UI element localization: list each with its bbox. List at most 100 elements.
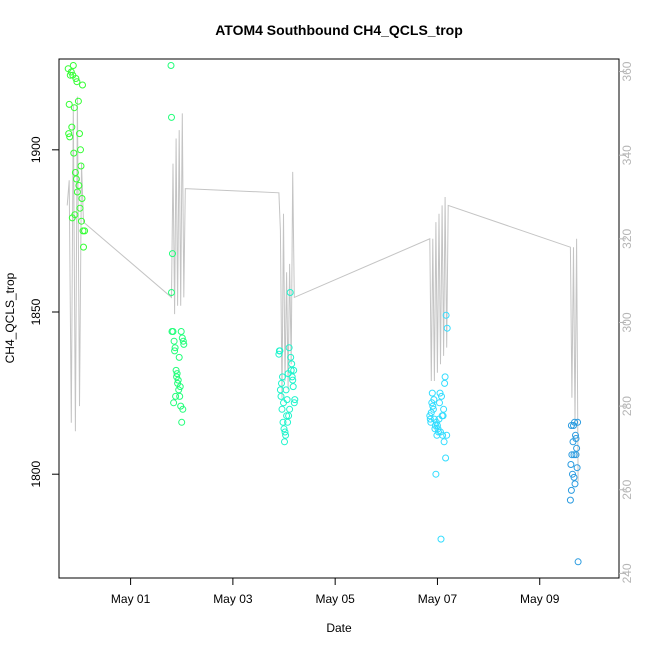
data-point-flight-3 <box>288 373 296 381</box>
data-point-flight-1 <box>76 204 84 212</box>
data-point-flight-1 <box>78 195 86 202</box>
data-point-flight-1 <box>79 81 86 89</box>
data-point-flight-2 <box>168 113 175 121</box>
data-point-flight-3 <box>284 418 292 426</box>
right-tick-label: 360 <box>620 61 634 81</box>
data-point-flight-3 <box>280 425 288 433</box>
data-point-flight-1 <box>72 175 80 183</box>
data-point-flight-5 <box>570 473 578 481</box>
data-point-flight-1 <box>76 130 83 138</box>
y-tick-label: 1900 <box>29 136 43 163</box>
data-point-flight-3 <box>281 428 289 436</box>
data-point-flight-3 <box>275 347 283 355</box>
data-point-flight-3 <box>282 431 290 439</box>
data-point-flight-5 <box>574 418 582 426</box>
data-point-flight-5 <box>567 422 575 429</box>
data-point-flight-3 <box>275 350 283 358</box>
data-point-flight-1 <box>66 71 74 79</box>
data-point-flight-1 <box>65 130 73 138</box>
data-point-flight-5 <box>569 470 576 478</box>
data-point-flight-5 <box>570 451 578 459</box>
data-point-flight-3 <box>279 418 287 426</box>
right-tick-label: 300 <box>620 312 634 332</box>
plot-frame <box>58 58 620 579</box>
data-point-flight-5 <box>567 486 575 494</box>
data-point-flight-5 <box>572 431 579 439</box>
data-point-flight-3 <box>289 383 297 391</box>
data-point-flight-4 <box>437 428 444 436</box>
data-point-flight-4 <box>427 409 435 417</box>
data-point-flight-4 <box>441 379 449 387</box>
data-point-flight-1 <box>73 78 81 86</box>
data-point-flight-2 <box>178 418 186 426</box>
data-point-flight-2 <box>175 386 183 394</box>
right-tick-label: 320 <box>620 228 634 248</box>
data-point-flight-1 <box>77 162 85 170</box>
data-point-flight-1 <box>69 62 77 69</box>
x-axis-label: Date <box>326 621 352 635</box>
y-tick-label: 1800 <box>29 461 43 488</box>
data-point-flight-2 <box>175 353 183 361</box>
data-point-flight-2 <box>174 376 182 384</box>
data-point-flight-4 <box>439 412 447 420</box>
data-point-flight-4 <box>428 389 436 397</box>
data-point-flight-4 <box>426 412 434 420</box>
data-point-flight-5 <box>573 444 581 452</box>
data-point-flight-3 <box>285 344 293 352</box>
data-point-flight-5 <box>566 496 574 504</box>
data-point-flight-3 <box>288 360 296 368</box>
data-point-flight-1 <box>67 68 75 76</box>
data-point-flight-2 <box>177 328 185 335</box>
data-point-flight-2 <box>178 334 186 342</box>
data-point-flight-5 <box>568 451 576 459</box>
x-tick-label: May 01 <box>111 592 151 606</box>
data-point-flight-1 <box>78 217 85 225</box>
data-point-flight-4 <box>430 396 438 404</box>
data-point-flight-2 <box>179 337 187 345</box>
right-tick-label: 280 <box>620 396 634 416</box>
data-point-flight-1 <box>70 104 78 112</box>
data-point-flight-2 <box>171 347 179 355</box>
data-point-flight-1 <box>66 133 74 141</box>
data-point-flight-1 <box>72 75 80 82</box>
data-point-flight-2 <box>172 366 180 374</box>
data-point-flight-1 <box>81 227 89 235</box>
data-point-flight-4 <box>436 389 444 397</box>
data-point-flight-5 <box>567 461 575 468</box>
data-point-flight-1 <box>65 100 73 108</box>
data-point-flight-3 <box>281 438 288 446</box>
data-point-flight-4 <box>442 454 450 462</box>
data-point-flight-3 <box>290 399 298 407</box>
data-point-flight-2 <box>168 289 175 296</box>
data-point-flight-3 <box>283 412 291 420</box>
data-point-flight-3 <box>286 405 294 413</box>
data-point-flight-4 <box>432 470 440 478</box>
trace-line <box>66 96 579 482</box>
data-point-flight-5 <box>571 480 579 488</box>
right-tick-label: 260 <box>620 479 634 499</box>
data-point-flight-3 <box>278 405 286 413</box>
data-point-flight-3 <box>279 373 286 381</box>
data-point-flight-1 <box>71 169 79 176</box>
x-tick-label: May 03 <box>213 592 253 606</box>
data-point-flight-1 <box>75 182 83 189</box>
right-tick-label: 340 <box>620 145 634 165</box>
data-point-flight-2 <box>176 392 184 400</box>
data-point-flight-4 <box>429 402 437 410</box>
data-point-flight-4 <box>442 311 450 319</box>
data-point-flight-3 <box>287 353 295 361</box>
data-point-flight-3 <box>283 396 291 404</box>
data-point-flight-3 <box>290 366 298 374</box>
data-point-flight-4 <box>440 438 448 446</box>
data-point-flight-2 <box>170 337 178 345</box>
x-tick-label: May 05 <box>315 592 355 606</box>
data-point-flight-4 <box>433 422 441 429</box>
data-point-flight-3 <box>280 399 287 407</box>
data-point-flight-1 <box>71 211 79 219</box>
y-axis-label: CH4_QCLS_trop <box>3 272 17 363</box>
data-point-flight-3 <box>289 376 297 384</box>
data-point-flight-3 <box>285 412 293 420</box>
line-layer <box>66 96 579 482</box>
data-point-flight-5 <box>572 435 580 442</box>
data-point-flight-1 <box>74 97 82 105</box>
